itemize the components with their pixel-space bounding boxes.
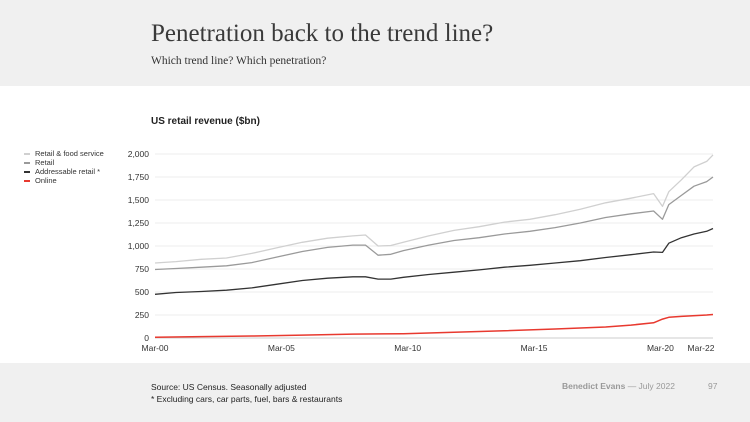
series-line-retail-food-service xyxy=(154,154,714,264)
y-tick-label: 0 xyxy=(144,333,149,343)
chart-title: US retail revenue ($bn) xyxy=(151,116,260,127)
y-tick-label: 250 xyxy=(135,310,149,320)
y-axis-ticks: 0 250 500 750 1,000 1,250 1,500 1,750 2,000 xyxy=(128,149,150,343)
legend-label: Retail & food service xyxy=(35,149,104,158)
page-subtitle: Which trend line? Which penetration? xyxy=(151,55,327,67)
x-axis-ticks: Mar-00 Mar-05 Mar-10 Mar-15 Mar-20 Mar-22 xyxy=(142,343,715,353)
y-tick-label: 1,000 xyxy=(128,241,150,251)
legend-swatch xyxy=(24,179,30,182)
legend-label: Addressable retail * xyxy=(35,167,101,176)
grid-lines xyxy=(155,153,713,339)
y-tick-label: 1,500 xyxy=(128,195,150,205)
x-tick-label: Mar-00 xyxy=(142,343,169,353)
series-line-online xyxy=(154,313,714,339)
x-tick-label: Mar-20 xyxy=(647,343,674,353)
footer-band: Source: US Census. Seasonally adjusted *… xyxy=(0,363,750,422)
y-tick-label: 2,000 xyxy=(128,149,150,159)
legend-item-retail-food-service: Retail & food service xyxy=(24,149,104,158)
series-lines xyxy=(154,154,714,339)
date-text: — July 2022 xyxy=(627,381,675,391)
brand: Benedict Evans — July 2022 xyxy=(562,381,675,391)
legend-label: Retail xyxy=(35,158,55,167)
y-tick-label: 1,750 xyxy=(128,172,150,182)
footnote-text: * Excluding cars, car parts, fuel, bars … xyxy=(151,394,343,404)
legend-item-addressable-retail: Addressable retail * xyxy=(24,167,104,176)
legend-swatch xyxy=(24,152,30,155)
y-tick-label: 1,250 xyxy=(128,218,150,228)
y-tick-label: 500 xyxy=(135,287,149,297)
author-name: Benedict Evans xyxy=(562,381,626,391)
series-line-retail xyxy=(154,176,714,271)
legend-label: Online xyxy=(35,176,57,185)
x-tick-label: Mar-15 xyxy=(521,343,548,353)
x-tick-label: Mar-10 xyxy=(394,343,421,353)
x-tick-label: Mar-05 xyxy=(268,343,295,353)
legend: Retail & food service Retail Addressable… xyxy=(24,149,104,185)
legend-item-retail: Retail xyxy=(24,158,104,167)
header-band: Penetration back to the trend line? Whic… xyxy=(0,0,750,86)
y-tick-label: 750 xyxy=(135,264,149,274)
x-tick-label: Mar-22 xyxy=(688,343,715,353)
legend-item-online: Online xyxy=(24,176,104,185)
source-note: Source: US Census. Seasonally adjusted *… xyxy=(151,381,342,405)
page-number: 97 xyxy=(708,381,718,391)
page-title: Penetration back to the trend line? xyxy=(151,20,494,47)
series-line-addressable-retail xyxy=(154,227,714,295)
legend-swatch xyxy=(24,161,30,164)
legend-swatch xyxy=(24,170,30,173)
source-text: Source: US Census. Seasonally adjusted xyxy=(151,382,307,392)
